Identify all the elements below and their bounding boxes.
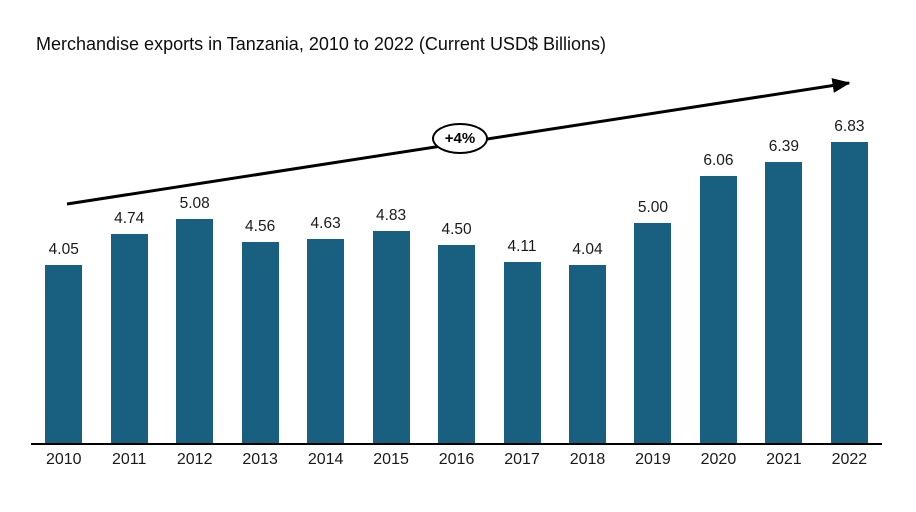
bar [503, 262, 541, 444]
data-label: 4.05 [48, 241, 79, 258]
data-label: 6.83 [834, 118, 865, 135]
bar [568, 265, 606, 444]
x-tick-label: 2017 [504, 451, 540, 468]
x-axis-labels: 2010 2011 2012 2013 2014 2015 2016 2017 2018 2019… [31, 451, 882, 469]
bar-column: 6.06 [686, 152, 751, 444]
bar [176, 219, 214, 444]
bar-column: 4.50 [424, 221, 489, 444]
data-label: 4.04 [572, 241, 603, 258]
bar-column: 4.04 [555, 241, 620, 444]
x-tick-label: 2010 [45, 451, 82, 468]
data-label: 5.08 [179, 195, 210, 212]
x-tick-label: 2019 [635, 451, 671, 468]
x-tick-label: 2016 [438, 451, 475, 468]
bar-column: 4.63 [293, 215, 358, 444]
data-label: 4.50 [441, 221, 472, 238]
x-tick-label: 2012 [176, 451, 213, 468]
x-tick-label: 2022 [831, 451, 868, 468]
bar [45, 265, 83, 444]
x-tick-label: 2015 [373, 451, 409, 468]
x-tick-label: 2021 [766, 451, 802, 468]
x-tick-label: 2020 [700, 451, 737, 468]
bar [307, 239, 345, 444]
data-label: 4.74 [114, 210, 145, 227]
chart-title: Merchandise exports in Tanzania, 2010 to… [36, 34, 606, 54]
bar-column: 6.83 [817, 118, 882, 444]
bar [110, 234, 148, 444]
growth-rate-label: +4% [444, 130, 476, 147]
bar-column: 6.39 [751, 138, 816, 444]
data-label: 4.56 [245, 218, 276, 235]
x-axis-line [31, 443, 882, 445]
bar [634, 223, 672, 444]
bar-column: 5.08 [162, 195, 227, 444]
growth-rate-badge: +4% [432, 123, 488, 154]
bar [699, 176, 737, 444]
x-tick-label: 2014 [307, 451, 344, 468]
data-label: 4.63 [310, 215, 341, 232]
x-tick-label: 2011 [112, 451, 147, 468]
bar [438, 245, 476, 444]
x-tick-label: 2013 [242, 451, 278, 468]
bar [765, 162, 803, 444]
bar-column: 4.74 [96, 210, 161, 444]
bar-column: 4.05 [31, 241, 96, 444]
bar-column: 5.00 [620, 199, 685, 444]
bar [372, 231, 410, 444]
bar [830, 142, 868, 444]
data-label: 6.06 [703, 152, 734, 169]
data-label: 6.39 [768, 138, 799, 155]
bar-column: 4.56 [227, 218, 292, 444]
data-label: 4.83 [375, 207, 407, 224]
bar-column: 4.11 [489, 238, 554, 444]
bar [241, 242, 279, 444]
data-label: 5.00 [637, 199, 669, 216]
data-label: 4.11 [507, 238, 537, 255]
x-tick-label: 2018 [569, 451, 606, 468]
bar-column: 4.83 [358, 207, 423, 444]
bars: 4.05 4.74 5.08 4.56 4.63 4.83 4.50 4.11 4.04 5.00… [31, 100, 882, 444]
